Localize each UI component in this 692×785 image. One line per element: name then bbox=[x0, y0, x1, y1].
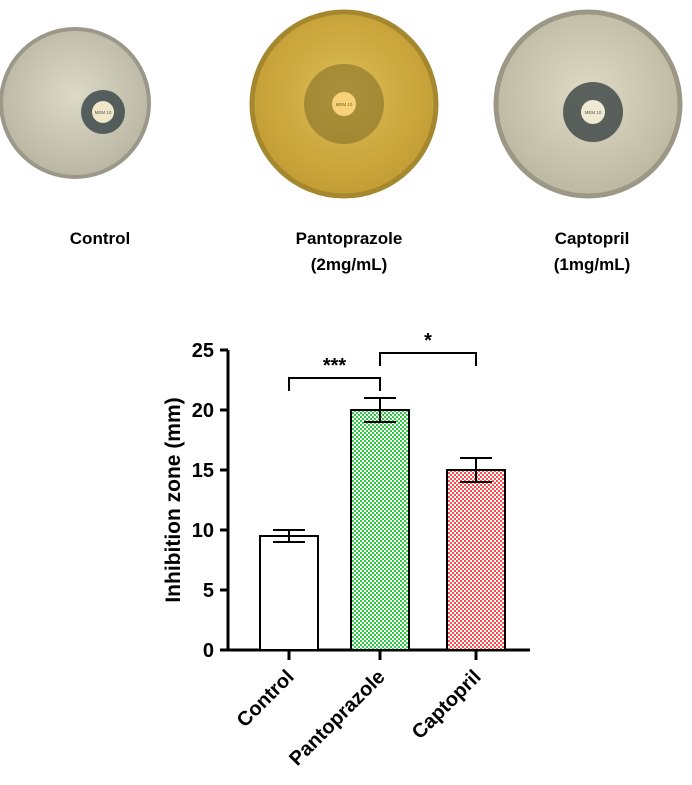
significance-label: *** bbox=[323, 355, 347, 377]
plate-label-pantoprazole: Pantoprazole (2mg/mL) bbox=[274, 226, 424, 278]
significance-label: * bbox=[424, 330, 432, 352]
plate-label-captopril: Captopril (1mg/mL) bbox=[532, 226, 652, 278]
plate-dish bbox=[0, 27, 151, 179]
petri-plate-control: MEM 10 bbox=[0, 8, 160, 198]
y-tick-label: 20 bbox=[192, 400, 214, 422]
disk-label: MEM 10 bbox=[585, 110, 602, 115]
plate-label-line1: Captopril bbox=[554, 229, 630, 248]
antibiotic-disk bbox=[581, 100, 605, 124]
disk-label: MEM 10 bbox=[336, 102, 353, 107]
petri-plate-captopril: MEM 10 bbox=[492, 8, 692, 208]
y-tick-label: 0 bbox=[203, 640, 214, 662]
y-tick-label: 25 bbox=[192, 340, 214, 362]
disk-label: MEM 10 bbox=[95, 110, 112, 115]
y-tick-label: 15 bbox=[192, 460, 214, 482]
x-tick-label: Captopril bbox=[408, 666, 486, 744]
bar-captopril bbox=[446, 469, 506, 651]
antibiotic-disk bbox=[332, 92, 356, 116]
chart-bars bbox=[259, 397, 506, 651]
y-axis-label: Inhibition zone (mm) bbox=[162, 397, 185, 602]
significance-bracket bbox=[379, 352, 477, 366]
significance-bracket bbox=[288, 377, 381, 391]
petri-plate-pantoprazole: MEM 10 bbox=[248, 8, 448, 208]
plate-label-line1: Pantoprazole bbox=[295, 229, 403, 248]
plate-label-line2: (1mg/mL) bbox=[553, 255, 631, 274]
plate-label-control: Control bbox=[40, 226, 160, 252]
x-tick-label: Control bbox=[233, 666, 299, 732]
plate-label-line1: Control bbox=[69, 229, 131, 248]
bar-control bbox=[259, 535, 319, 651]
plate-label-line2: (2mg/mL) bbox=[310, 255, 388, 274]
x-tick-label: Pantoprazole bbox=[285, 666, 389, 770]
y-tick-label: 5 bbox=[203, 580, 214, 602]
bar-pantoprazole bbox=[350, 409, 410, 651]
y-tick-label: 10 bbox=[192, 520, 214, 542]
significance-brackets: **** bbox=[288, 330, 477, 391]
antibiotic-disk bbox=[92, 101, 114, 123]
